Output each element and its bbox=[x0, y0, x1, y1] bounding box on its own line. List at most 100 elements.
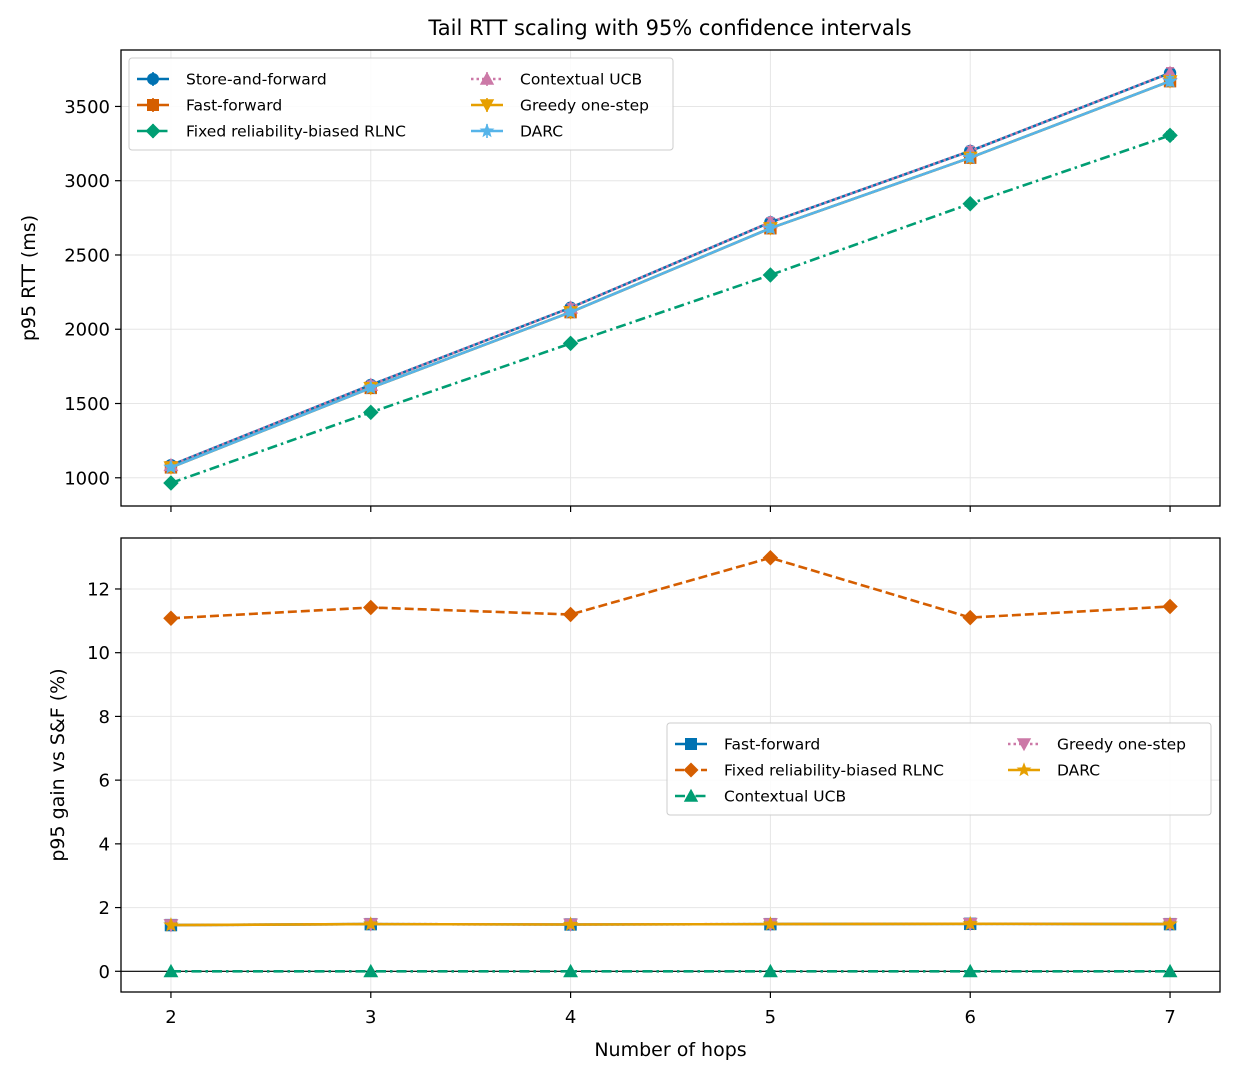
plot-frame bbox=[120, 537, 1221, 993]
legend-label: Fast-forward bbox=[724, 736, 820, 754]
legend-marker bbox=[147, 99, 159, 111]
data-point bbox=[1162, 598, 1178, 615]
legend-marker bbox=[683, 788, 699, 802]
legend-marker bbox=[479, 99, 495, 113]
legend-item-darc: DARC bbox=[1008, 762, 1100, 780]
data-point bbox=[163, 459, 179, 474]
series-fixed-reliability-biased-rlnc bbox=[163, 127, 1178, 491]
y-axis-label: p95 gain vs S&F (%) bbox=[47, 668, 69, 861]
data-point bbox=[962, 963, 978, 978]
legend-item-darc: DARC bbox=[471, 123, 563, 141]
series-line bbox=[170, 134, 1171, 485]
y-tick-label: 10 bbox=[87, 643, 110, 664]
data-point bbox=[363, 963, 379, 978]
y-tick-label: 6 bbox=[99, 771, 110, 792]
y-tick-label: 8 bbox=[99, 707, 110, 728]
y-tick-label: 12 bbox=[87, 579, 110, 600]
legend-label: Store-and-forward bbox=[186, 71, 327, 89]
legend-item-fast-forward: Fast-forward bbox=[137, 97, 282, 115]
plot-frame bbox=[120, 49, 1221, 507]
data-point bbox=[562, 304, 579, 319]
x-tick-label: 6 bbox=[965, 1007, 976, 1028]
data-point bbox=[762, 963, 778, 978]
x-tick-label: 2 bbox=[165, 1007, 176, 1028]
axis-ticks: 1000 1500 2000 2500 3000 3500 bbox=[64, 97, 1171, 512]
legend-marker bbox=[147, 73, 159, 85]
x-axis-label: Number of hops bbox=[594, 1039, 746, 1061]
legend-label: Greedy one-step bbox=[520, 97, 649, 115]
legend: Store-and-forward Fast-forward Fixed relia… bbox=[128, 57, 674, 151]
series-line bbox=[170, 79, 1171, 469]
legend-item-fixed-reliability-biased-rlnc: Fixed reliability-biased RLNC bbox=[137, 123, 406, 141]
data-point bbox=[562, 606, 579, 623]
series-fixed-reliability-biased-rlnc bbox=[163, 550, 1178, 627]
legend-label: Contextual UCB bbox=[520, 71, 642, 89]
legend-label: Greedy one-step bbox=[1057, 736, 1186, 754]
legend-item-contextual-ucb: Contextual UCB bbox=[471, 71, 642, 89]
legend-box bbox=[128, 57, 674, 151]
legend-item-greedy-one-step: Greedy one-step bbox=[1008, 736, 1186, 754]
x-tick-label: 5 bbox=[765, 1007, 776, 1028]
series-contextual-ucb bbox=[163, 963, 1178, 978]
data-point bbox=[1162, 127, 1178, 144]
legend-label: Fast-forward bbox=[186, 97, 282, 115]
y-tick-label: 2500 bbox=[64, 245, 110, 266]
series-line bbox=[170, 556, 1171, 620]
legend-marker bbox=[683, 762, 699, 778]
series-line bbox=[170, 922, 1171, 927]
legend-marker bbox=[479, 123, 495, 138]
data-point bbox=[363, 599, 379, 616]
legend-marker bbox=[685, 738, 697, 750]
legend-label: DARC bbox=[1057, 762, 1100, 780]
series-darc bbox=[163, 915, 1178, 932]
y-tick-label: 0 bbox=[99, 962, 110, 983]
y-tick-label: 3500 bbox=[64, 97, 110, 118]
data-point bbox=[163, 917, 179, 932]
data-point bbox=[163, 475, 179, 491]
legend-item-fixed-reliability-biased-rlnc: Fixed reliability-biased RLNC bbox=[675, 762, 944, 780]
data-point bbox=[1162, 73, 1178, 88]
series-line bbox=[170, 71, 1171, 467]
legend-label: Fixed reliability-biased RLNC bbox=[186, 123, 406, 141]
legend-label: DARC bbox=[520, 123, 563, 141]
data-point bbox=[962, 149, 978, 165]
axis-ticks: 2 3 4 5 6 7 0 2 4 6 8 10 12 bbox=[87, 579, 1176, 1028]
data-point bbox=[363, 404, 379, 421]
legend-label: Contextual UCB bbox=[724, 788, 846, 806]
y-tick-label: 2000 bbox=[64, 320, 110, 341]
data-point bbox=[962, 609, 978, 626]
data-point bbox=[762, 550, 779, 566]
legend-label: Fixed reliability-biased RLNC bbox=[724, 762, 944, 780]
legend-item-store-and-forward: Store-and-forward bbox=[137, 71, 327, 89]
legend-item-fast-forward: Fast-forward bbox=[675, 736, 820, 754]
top-panel-rtt: 1000 1500 2000 2500 3000 3500 p95 RTT (ms) Stor… bbox=[18, 49, 1221, 512]
y-tick-label: 4 bbox=[99, 834, 110, 855]
y-axis-label: p95 RTT (ms) bbox=[18, 215, 40, 341]
data-point bbox=[562, 916, 579, 931]
data-point bbox=[762, 220, 779, 235]
x-tick-label: 4 bbox=[565, 1007, 576, 1028]
data-point bbox=[762, 267, 779, 283]
data-point bbox=[1162, 963, 1178, 978]
y-tick-label: 2 bbox=[99, 898, 110, 919]
x-tick-label: 3 bbox=[365, 1007, 376, 1028]
legend-marker bbox=[479, 71, 495, 85]
series-darc bbox=[163, 73, 1178, 474]
y-tick-label: 3000 bbox=[64, 171, 110, 192]
data-point bbox=[962, 195, 978, 212]
legend-marker bbox=[1016, 762, 1032, 777]
data-point bbox=[363, 379, 379, 395]
data-point bbox=[563, 963, 579, 978]
data-point bbox=[163, 610, 179, 627]
y-tick-label: 1500 bbox=[64, 394, 110, 415]
data-point bbox=[163, 963, 179, 978]
legend-box bbox=[666, 722, 1212, 816]
y-tick-label: 1000 bbox=[64, 468, 110, 489]
legend: Fast-forward Fixed reliability-biased RLN… bbox=[666, 722, 1212, 816]
legend-marker bbox=[145, 123, 161, 139]
bottom-panel-gain: 2 3 4 5 6 7 0 2 4 6 8 10 12 p95 gain vs S&F (%) Number… bbox=[47, 537, 1221, 1061]
data-point bbox=[562, 335, 579, 352]
x-tick-label: 7 bbox=[1164, 1007, 1175, 1028]
